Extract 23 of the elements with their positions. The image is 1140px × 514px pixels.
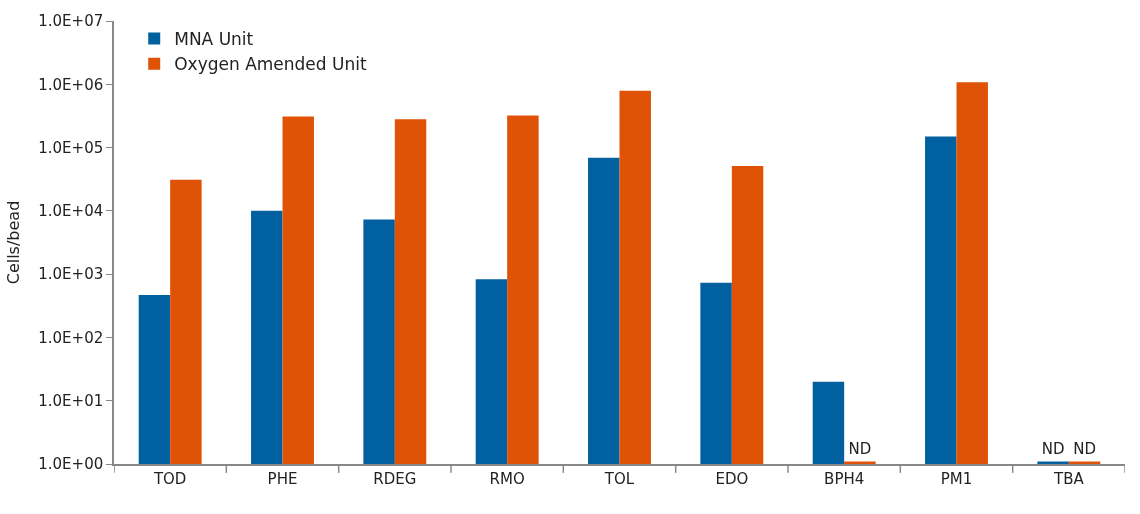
x-tick-label: RDEG <box>373 469 417 488</box>
x-tick-label: TOD <box>152 469 187 488</box>
x-tick-label: RMO <box>489 469 525 488</box>
y-tick-label: 1.0E+06 <box>38 75 104 94</box>
x-tick-label: EDO <box>715 469 749 488</box>
y-tick-label: 1.0E+00 <box>38 455 104 474</box>
y-tick-label: 1.0E+01 <box>38 391 104 410</box>
legend-label: MNA Unit <box>174 29 254 50</box>
y-axis-title: Cells/bead <box>3 200 23 285</box>
y-tick-label: 1.0E+03 <box>38 265 104 284</box>
data-label: ND <box>848 440 872 459</box>
x-tick-label: PHE <box>267 469 298 488</box>
x-tick-label: TBA <box>1052 469 1085 488</box>
y-tick-label: 1.0E+05 <box>38 138 104 157</box>
data-label: ND <box>1041 440 1065 459</box>
x-tick-label: TOL <box>603 469 635 488</box>
data-label: ND <box>1073 440 1096 459</box>
x-tick-label: PM1 <box>940 469 973 488</box>
y-tick-label: 1.0E+04 <box>38 202 104 221</box>
legend-label: Oxygen Amended Unit <box>174 54 367 75</box>
y-tick-label: 1.0E+07 <box>38 12 104 31</box>
x-tick-label: BPH4 <box>824 469 865 488</box>
y-tick-label: 1.0E+02 <box>38 328 104 347</box>
